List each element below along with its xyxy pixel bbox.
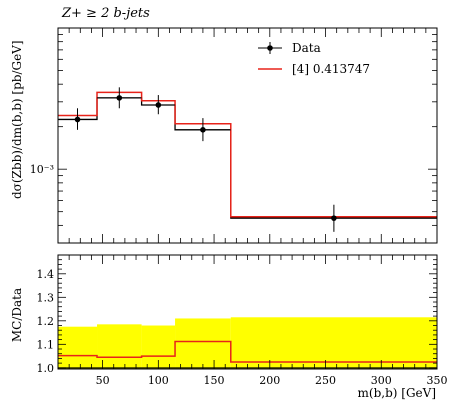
legend-data-marker xyxy=(267,45,273,51)
ratio-band-bin xyxy=(58,326,98,369)
x-tick-label: 300 xyxy=(371,374,392,387)
data-point xyxy=(155,102,162,108)
y-tick-label: 10⁻³ xyxy=(30,163,54,176)
ratio-y-tick-label: 1.1 xyxy=(37,338,55,351)
data-point xyxy=(200,127,206,133)
ratio-y-tick-label: 1.0 xyxy=(37,362,55,375)
x-tick-label: 250 xyxy=(315,374,336,387)
data-point xyxy=(331,215,337,221)
data-step-line xyxy=(58,97,437,219)
y-axis-label-ratio: MC/Data xyxy=(10,287,24,343)
x-tick-label: 350 xyxy=(427,374,448,387)
x-tick-label: 200 xyxy=(259,374,280,387)
x-tick-label: 150 xyxy=(204,374,225,387)
ratio-y-tick-label: 1.2 xyxy=(37,315,55,328)
x-tick-label: 100 xyxy=(148,374,169,387)
y-axis-label-main: dσ(Zbb)/dm(b,b) [pb/GeV] xyxy=(10,40,24,199)
chart-title: Z+ ≥ 2 b-jets xyxy=(62,6,150,21)
legend-label-data: Data xyxy=(292,41,321,55)
ratio-band-bin xyxy=(230,317,437,369)
ratio-panel: 50 100 150 200 250 300 350 1.0 1.1 1.2 1.3 1.4 xyxy=(37,254,448,387)
legend-label-mc: [4] 0.413747 xyxy=(292,62,370,76)
x-tick-label: 50 xyxy=(96,374,110,387)
ratio-band-bin xyxy=(97,324,142,369)
data-point xyxy=(116,95,123,101)
x-axis-label: m(b,b) [GeV] xyxy=(357,386,436,400)
mc-step-line xyxy=(58,91,437,218)
ratio-mc-step-line xyxy=(58,340,437,363)
data-point xyxy=(74,116,81,123)
ratio-band-bin xyxy=(175,318,231,369)
main-panel: 10⁻³ Data [4] 0.413747 xyxy=(30,27,438,244)
ratio-y-tick-label: 1.3 xyxy=(37,291,55,304)
ratio-y-tick-label: 1.4 xyxy=(37,268,55,281)
main-frame xyxy=(57,27,438,244)
